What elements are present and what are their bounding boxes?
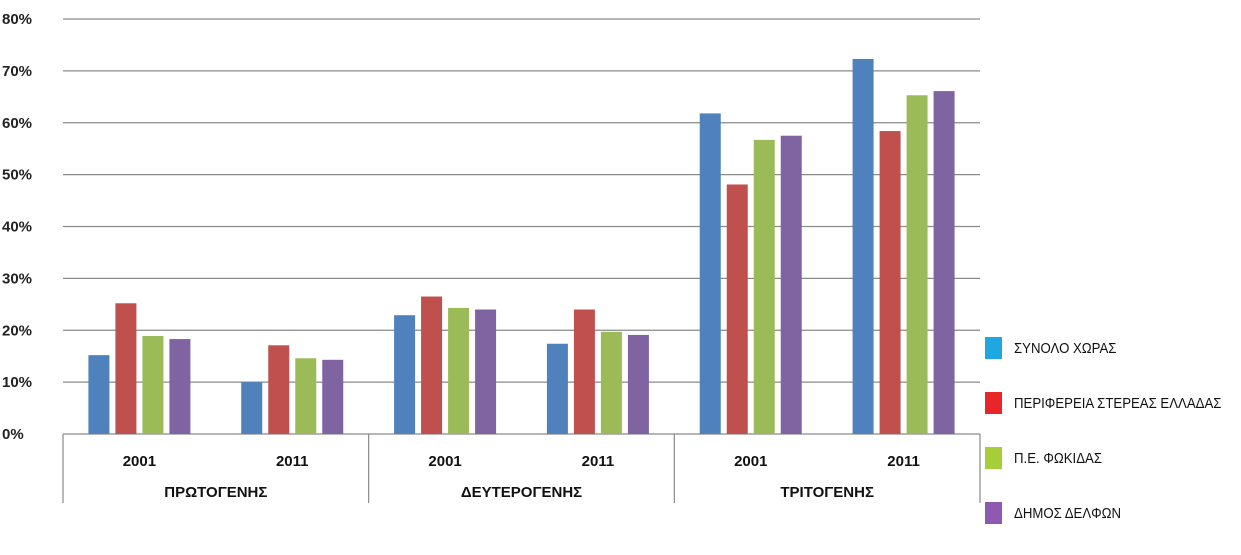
x-tick-label: 2001: [123, 453, 156, 470]
x-group-label: ΤΡΙΤΟΓΕΝΗΣ: [780, 484, 874, 501]
legend-item: Π.Ε. ΦΩΚΙΔΑΣ: [985, 445, 1241, 471]
x-axis-frame: [62, 434, 981, 503]
y-axis-ticks: 0% 10% 20% 30% 40% 50% 60% 70% 80%: [2, 11, 32, 443]
bar: [421, 296, 443, 434]
x-tick-label: 2011: [887, 453, 920, 470]
bar: [600, 331, 622, 434]
y-tick-label: 40%: [2, 219, 32, 236]
bar: [241, 382, 263, 434]
bar: [475, 309, 497, 434]
bar: [322, 359, 344, 434]
x-group-label: ΠΡΩΤΟΓΕΝΗΣ: [164, 484, 267, 501]
chart: 0% 10% 20% 30% 40% 50% 60% 70% 80% 2001 2011 ΠΡΩΤΟ…: [2, 11, 981, 503]
bars: [88, 58, 955, 435]
bar: [394, 315, 416, 434]
bar: [115, 303, 137, 434]
bar: [852, 58, 874, 434]
bar: [879, 131, 901, 435]
bar: [906, 95, 928, 434]
y-tick-label: 0%: [2, 426, 24, 443]
x-tick-label: 2001: [428, 453, 461, 470]
y-tick-label: 20%: [2, 322, 32, 339]
legend-item: ΣΥΝΟΛΟ ΧΩΡΑΣ: [985, 335, 1241, 361]
y-tick-label: 50%: [2, 167, 32, 184]
bar: [573, 309, 595, 434]
bar: [142, 335, 164, 434]
y-tick-label: 80%: [2, 11, 32, 28]
legend-label: ΣΥΝΟΛΟ ΧΩΡΑΣ: [1014, 339, 1117, 357]
bar: [295, 358, 317, 434]
bar: [699, 113, 721, 434]
bar: [448, 307, 470, 434]
legend-label: ΠΕΡΙΦΕΡΕΙΑ ΣΤΕΡΕΑΣ ΕΛΛΑΔΑΣ: [1014, 394, 1222, 412]
bar: [627, 334, 649, 434]
legend-swatch: [985, 337, 1002, 359]
legend-item: ΠΕΡΙΦΕΡΕΙΑ ΣΤΕΡΕΑΣ ΕΛΛΑΔΑΣ: [985, 390, 1241, 416]
legend-swatch: [985, 447, 1002, 469]
x-group-label: ΔΕΥΤΕΡΟΓΕΝΗΣ: [461, 484, 582, 501]
bar: [753, 139, 775, 434]
x-tick-label: 2011: [276, 453, 309, 470]
y-tick-label: 60%: [2, 115, 32, 132]
legend-label: ΔΗΜΟΣ ΔΕΛΦΩΝ: [1014, 504, 1122, 522]
y-tick-label: 10%: [2, 374, 32, 391]
bar: [268, 345, 290, 434]
bar: [726, 184, 748, 434]
bar: [88, 355, 110, 434]
bar: [933, 91, 955, 434]
legend: ΣΥΝΟΛΟ ΧΩΡΑΣ ΠΕΡΙΦΕΡΕΙΑ ΣΤΕΡΕΑΣ ΕΛΛΑΔΑΣ Π.…: [985, 335, 1241, 555]
legend-swatch: [985, 392, 1002, 414]
gridlines: [63, 18, 980, 435]
legend-item: ΔΗΜΟΣ ΔΕΛΦΩΝ: [985, 500, 1241, 526]
x-tick-label: 2011: [582, 453, 615, 470]
x-tick-label: 2001: [734, 453, 767, 470]
y-tick-label: 30%: [2, 270, 32, 287]
legend-label: Π.Ε. ΦΩΚΙΔΑΣ: [1014, 449, 1102, 467]
bar: [780, 135, 802, 434]
bar: [169, 339, 191, 434]
bar: [546, 343, 568, 434]
legend-swatch: [985, 502, 1002, 524]
y-tick-label: 70%: [2, 63, 32, 80]
